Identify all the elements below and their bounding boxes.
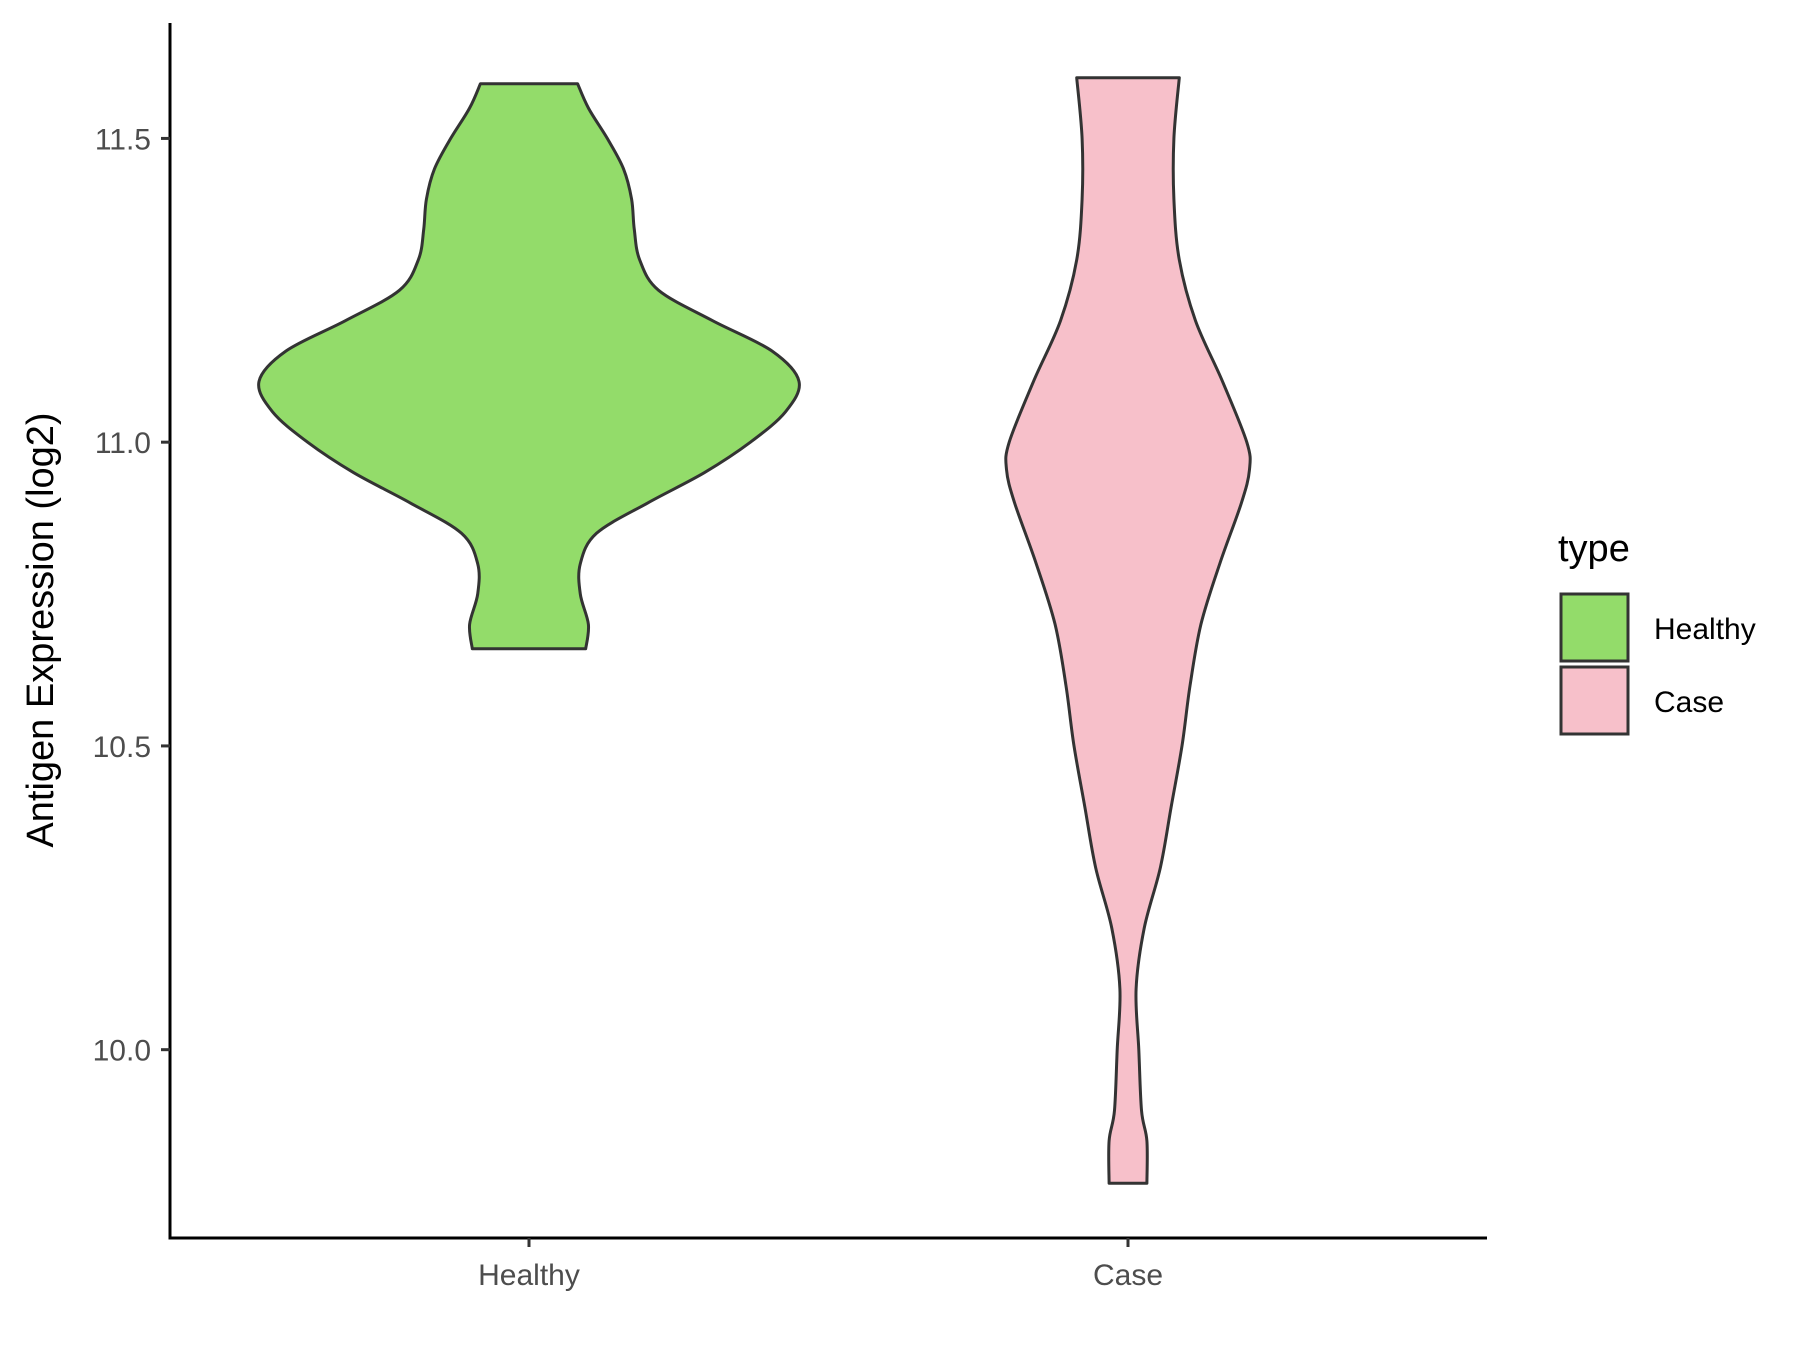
y-tick-label: 10.0: [93, 1035, 151, 1068]
y-axis-title: Antigen Expression (log2): [20, 412, 62, 847]
legend: type Healthy Case: [1558, 528, 1756, 736]
violin-healthy: [257, 82, 801, 651]
legend-title: type: [1558, 528, 1630, 570]
violin-case: [1004, 76, 1252, 1185]
legend-label: Case: [1654, 686, 1724, 719]
x-ticks: Healthy Case: [478, 1238, 1163, 1292]
y-tick-label: 10.5: [93, 731, 151, 764]
legend-key-case: [1559, 665, 1630, 736]
y-tick-label: 11.5: [95, 123, 151, 156]
legend-label: Healthy: [1654, 613, 1756, 646]
legend-items: Healthy Case: [1559, 592, 1756, 736]
x-tick-label: Case: [1093, 1259, 1163, 1292]
x-tick-label: Healthy: [478, 1259, 580, 1292]
y-ticks: 10.0 10.5 11.0 11.5: [93, 123, 170, 1068]
y-tick-label: 11.0: [95, 427, 151, 460]
axes: [168, 23, 1487, 1240]
violin-layer: [257, 76, 1252, 1185]
legend-key-healthy: [1559, 592, 1630, 663]
